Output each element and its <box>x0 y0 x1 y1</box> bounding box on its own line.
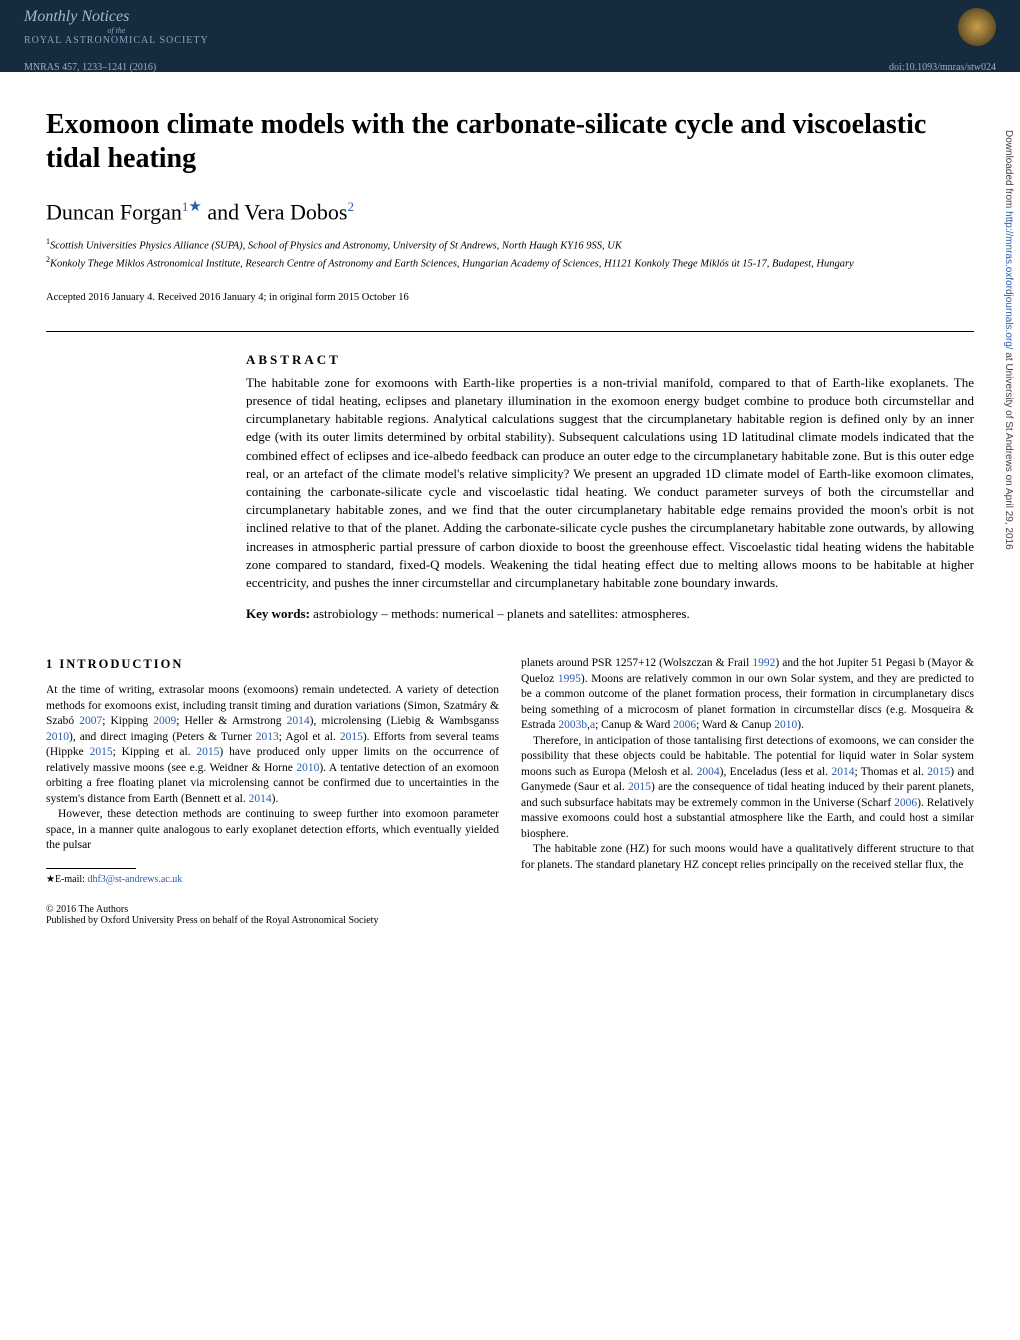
author-1-corresponding-star[interactable]: ★ <box>188 199 201 215</box>
accepted-dates: Accepted 2016 January 4. Received 2016 J… <box>46 292 974 303</box>
ref-link[interactable]: 2009 <box>153 715 176 727</box>
side-link[interactable]: http://mnras.oxfordjournals.org/ <box>1003 211 1014 349</box>
author-2-affil-sup[interactable]: 2 <box>347 199 354 214</box>
ref-link[interactable]: 2004 <box>697 766 720 778</box>
keywords-text: astrobiology – methods: numerical – plan… <box>310 606 690 621</box>
download-attribution: Downloaded from http://mnras.oxfordjourn… <box>1003 130 1014 550</box>
right-column: planets around PSR 1257+12 (Wolszczan & … <box>521 656 974 886</box>
journal-name-ofthe: of the <box>24 26 209 35</box>
ref-link[interactable]: 2014 <box>249 793 272 805</box>
authors-and: and <box>202 200 244 225</box>
footnote-star: ★ <box>46 874 55 885</box>
journal-name-line2: ROYAL ASTRONOMICAL SOCIETY <box>24 35 209 46</box>
side-post: at University of St Andrews on April 29,… <box>1003 350 1014 550</box>
affil-1-text: Scottish Universities Physics Alliance (… <box>50 240 622 251</box>
ref-link[interactable]: 2013 <box>256 731 279 743</box>
two-column-body: 1 INTRODUCTION At the time of writing, e… <box>46 656 974 886</box>
ref-link[interactable]: 2007 <box>79 715 102 727</box>
intro-para-3: planets around PSR 1257+12 (Wolszczan & … <box>521 656 974 734</box>
left-column: 1 INTRODUCTION At the time of writing, e… <box>46 656 499 886</box>
ref-link[interactable]: 2015 <box>927 766 950 778</box>
author-2-name: Vera Dobos <box>244 200 347 225</box>
ref-link[interactable]: 2010 <box>46 731 69 743</box>
affiliations: 1Scottish Universities Physics Alliance … <box>46 236 974 272</box>
ref-link[interactable]: 2003b <box>558 719 587 731</box>
corresponding-footnote: ★E-mail: dhf3@st-andrews.ac.uk <box>46 873 499 887</box>
ref-link[interactable]: 2015 <box>196 746 219 758</box>
journal-header: Monthly Notices of the ROYAL ASTRONOMICA… <box>0 0 1020 72</box>
article-title: Exomoon climate models with the carbonat… <box>46 108 974 175</box>
journal-name-line1: Monthly Notices <box>24 8 129 25</box>
ref-link[interactable]: 2015 <box>340 731 363 743</box>
publisher-line: Published by Oxford University Press on … <box>46 915 974 926</box>
intro-para-1: At the time of writing, extrasolar moons… <box>46 683 499 807</box>
ref-link[interactable]: 2015 <box>628 781 651 793</box>
section-1-heading: 1 INTRODUCTION <box>46 656 499 673</box>
citation: MNRAS 457, 1233–1241 (2016) <box>24 62 156 73</box>
horizontal-rule <box>46 331 974 332</box>
page-footer: © 2016 The Authors Published by Oxford U… <box>46 904 974 926</box>
affiliation-2: 2Konkoly Thege Miklos Astronomical Insti… <box>46 254 974 272</box>
corresponding-email[interactable]: dhf3@st-andrews.ac.uk <box>87 874 182 885</box>
ref-link[interactable]: 2010 <box>296 762 319 774</box>
ref-link[interactable]: 2014 <box>287 715 310 727</box>
affil-2-text: Konkoly Thege Miklos Astronomical Instit… <box>50 258 854 269</box>
copyright-line: © 2016 The Authors <box>46 904 974 915</box>
journal-logo: Monthly Notices of the ROYAL ASTRONOMICA… <box>24 8 209 46</box>
intro-para-5: The habitable zone (HZ) for such moons w… <box>521 842 974 873</box>
page-content: Exomoon climate models with the carbonat… <box>0 72 1020 946</box>
authors-line: Duncan Forgan1★ and Vera Dobos2 <box>46 197 974 225</box>
side-pre: Downloaded from <box>1003 130 1014 211</box>
affiliation-1: 1Scottish Universities Physics Alliance … <box>46 236 974 254</box>
intro-para-4: Therefore, in anticipation of those tant… <box>521 734 974 843</box>
author-1-name: Duncan Forgan <box>46 200 182 225</box>
ref-link[interactable]: 2015 <box>90 746 113 758</box>
ref-link[interactable]: 2010 <box>774 719 797 731</box>
keywords-label: Key words: <box>246 606 310 621</box>
intro-para-2: However, these detection methods are con… <box>46 807 499 854</box>
ref-link[interactable]: 1992 <box>752 657 775 669</box>
keywords-line: Key words: astrobiology – methods: numer… <box>246 606 974 622</box>
ref-link[interactable]: 2014 <box>831 766 854 778</box>
footnote-label: E-mail: <box>55 874 88 885</box>
ref-link[interactable]: 2006 <box>894 797 917 809</box>
ref-link[interactable]: 1995 <box>558 673 581 685</box>
abstract-block: ABSTRACT The habitable zone for exomoons… <box>246 352 974 622</box>
doi: doi:10.1093/mnras/stw024 <box>889 62 996 73</box>
abstract-text: The habitable zone for exomoons with Ear… <box>246 374 974 592</box>
abstract-heading: ABSTRACT <box>246 352 974 368</box>
footnote-separator <box>46 868 136 869</box>
ras-emblem-icon <box>958 8 996 46</box>
ref-link[interactable]: 2006 <box>673 719 696 731</box>
